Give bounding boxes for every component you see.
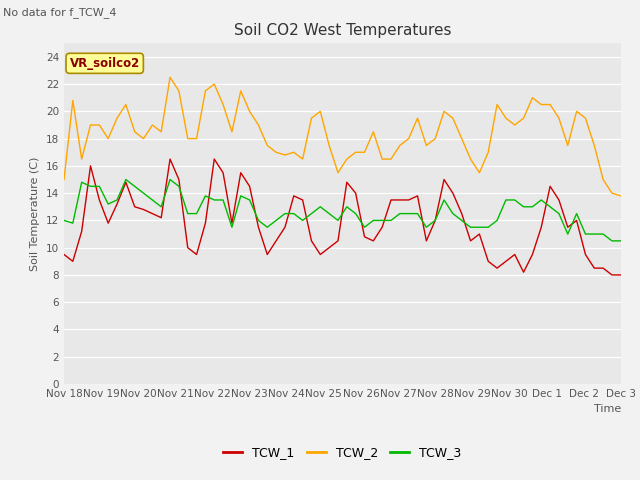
Y-axis label: Soil Temperature (C): Soil Temperature (C)	[30, 156, 40, 271]
Text: No data for f_TCW_4: No data for f_TCW_4	[3, 7, 116, 18]
Legend: TCW_1, TCW_2, TCW_3: TCW_1, TCW_2, TCW_3	[218, 442, 467, 464]
X-axis label: Time: Time	[593, 405, 621, 414]
Title: Soil CO2 West Temperatures: Soil CO2 West Temperatures	[234, 23, 451, 38]
Text: VR_soilco2: VR_soilco2	[70, 57, 140, 70]
